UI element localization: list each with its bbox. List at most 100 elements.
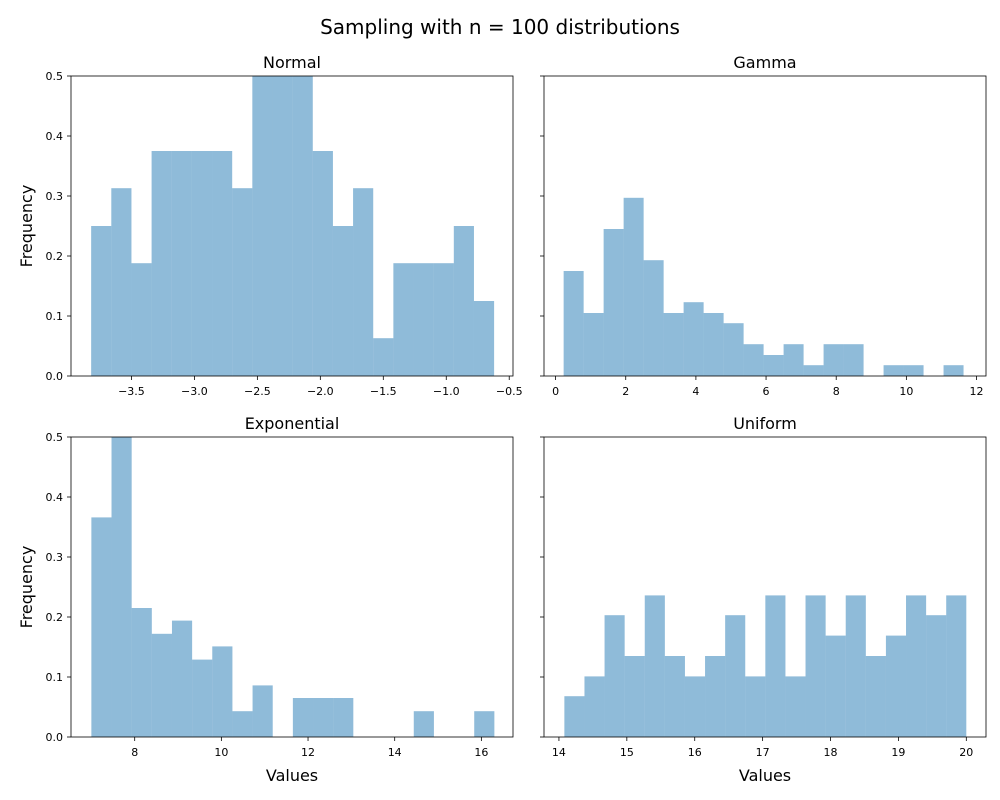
histogram-bar bbox=[131, 608, 152, 737]
panel-gamma: 0 2 4 6 8 10 12 Gamma bbox=[540, 53, 987, 398]
histogram-bar bbox=[644, 595, 665, 737]
x-tick-label: 17 bbox=[756, 746, 770, 759]
histogram-bar bbox=[192, 659, 213, 737]
x-tick-label: 10 bbox=[214, 746, 228, 759]
histogram-bar bbox=[885, 635, 907, 737]
x-axis-label: Values bbox=[739, 766, 791, 785]
histogram-bar bbox=[926, 615, 947, 737]
y-tick-label: 0.0 bbox=[46, 731, 64, 744]
x-tick-label: 16 bbox=[474, 746, 488, 759]
histogram-bar bbox=[353, 188, 374, 376]
x-tick-label: 19 bbox=[891, 746, 905, 759]
histogram-bar bbox=[413, 263, 434, 376]
histogram-bar bbox=[111, 437, 132, 737]
x-tick-label: 16 bbox=[688, 746, 702, 759]
histogram-bar bbox=[292, 698, 314, 737]
histogram-bar bbox=[723, 323, 744, 376]
histogram-bar bbox=[332, 226, 354, 376]
x-tick-label: 12 bbox=[970, 385, 984, 398]
histogram-bar bbox=[623, 197, 644, 376]
histogram-bar bbox=[333, 698, 354, 737]
y-tick-label: 0.1 bbox=[46, 671, 64, 684]
x-tick-label: 12 bbox=[301, 746, 315, 759]
y-axis-label: Frequency bbox=[17, 185, 36, 268]
histogram-bar bbox=[272, 76, 293, 376]
y-tick-label: 0.5 bbox=[46, 431, 64, 444]
x-tick-label: −2.5 bbox=[244, 385, 271, 398]
histogram-bar bbox=[171, 151, 192, 376]
histogram-bar bbox=[313, 698, 334, 737]
histogram-bar bbox=[943, 365, 964, 376]
histogram-bar bbox=[563, 271, 584, 376]
x-tick-label: 10 bbox=[899, 385, 913, 398]
histogram-bar bbox=[212, 646, 233, 737]
histogram-bar bbox=[252, 685, 273, 737]
axes-frame bbox=[543, 75, 987, 377]
y-tick-label: 0.0 bbox=[46, 370, 64, 383]
histogram-bar bbox=[683, 302, 704, 376]
x-tick-label: 8 bbox=[833, 385, 840, 398]
histogram-bar bbox=[785, 676, 806, 737]
histogram-bar bbox=[843, 344, 864, 376]
x-tick-label: −3.5 bbox=[118, 385, 145, 398]
x-axis-label: Values bbox=[266, 766, 318, 785]
histogram-bar bbox=[453, 226, 474, 376]
y-tick-label: 0.2 bbox=[46, 611, 64, 624]
histogram-bar bbox=[151, 633, 172, 737]
y-axis-label: Frequency bbox=[17, 546, 36, 629]
panel-title: Uniform bbox=[733, 414, 797, 433]
histogram-bar bbox=[946, 595, 967, 737]
x-tick-label: 20 bbox=[959, 746, 973, 759]
histogram-bar bbox=[473, 301, 495, 376]
x-tick-label: 0 bbox=[552, 385, 559, 398]
histogram-bar bbox=[604, 615, 625, 737]
histogram-bar bbox=[663, 313, 684, 376]
histogram-bar bbox=[131, 263, 152, 376]
histogram-bar bbox=[171, 620, 193, 737]
y-tick-label: 0.2 bbox=[46, 250, 64, 263]
histogram-bar bbox=[903, 365, 924, 376]
panel-title: Normal bbox=[263, 53, 321, 72]
panel-uniform: 14 15 16 17 18 19 20 Uniform Values bbox=[540, 414, 987, 785]
axes-frame bbox=[543, 436, 987, 738]
histogram-bar bbox=[111, 188, 132, 376]
y-tick-label: 0.4 bbox=[46, 491, 64, 504]
y-tick-label: 0.4 bbox=[46, 130, 64, 143]
histogram-bar bbox=[212, 151, 233, 376]
y-tick-label: 0.3 bbox=[46, 551, 64, 564]
x-tick-label: 14 bbox=[388, 746, 402, 759]
x-tick-label: 15 bbox=[620, 746, 634, 759]
x-tick-label: −0.5 bbox=[496, 385, 523, 398]
x-tick-label: 14 bbox=[552, 746, 566, 759]
panel-exponential: 8 10 12 14 16 0.0 0.1 0.2 0.3 0.4 0.5 Exponential Va… bbox=[17, 414, 514, 785]
histogram-bar bbox=[825, 635, 846, 737]
y-tick-label: 0.3 bbox=[46, 190, 64, 203]
x-tick-label: −1.0 bbox=[433, 385, 460, 398]
histogram-bar bbox=[191, 151, 213, 376]
histogram-bar bbox=[151, 151, 172, 376]
y-tick-label: 0.1 bbox=[46, 310, 64, 323]
histogram-bar bbox=[765, 595, 786, 737]
histogram-bar bbox=[743, 344, 764, 376]
axes-frame bbox=[70, 436, 514, 738]
histogram-bar bbox=[564, 696, 585, 737]
histogram-bar bbox=[745, 676, 766, 737]
histogram-bar bbox=[292, 76, 313, 376]
histogram-bar bbox=[703, 313, 724, 376]
x-tick-label: −2.0 bbox=[307, 385, 334, 398]
histogram-bar bbox=[413, 711, 434, 737]
histogram-bar bbox=[373, 338, 394, 376]
axes-frame bbox=[70, 75, 514, 377]
panel-title: Exponential bbox=[245, 414, 340, 433]
x-tick-label: 6 bbox=[763, 385, 770, 398]
histogram-bar bbox=[705, 656, 726, 737]
histogram-bar bbox=[823, 344, 844, 376]
histogram-bar bbox=[805, 595, 826, 737]
x-tick-label: 2 bbox=[622, 385, 629, 398]
y-tick-label: 0.5 bbox=[46, 70, 64, 83]
panel-title: Gamma bbox=[733, 53, 796, 72]
histogram-bar bbox=[883, 365, 904, 376]
histogram-bar bbox=[803, 365, 824, 376]
x-tick-label: −1.5 bbox=[370, 385, 397, 398]
